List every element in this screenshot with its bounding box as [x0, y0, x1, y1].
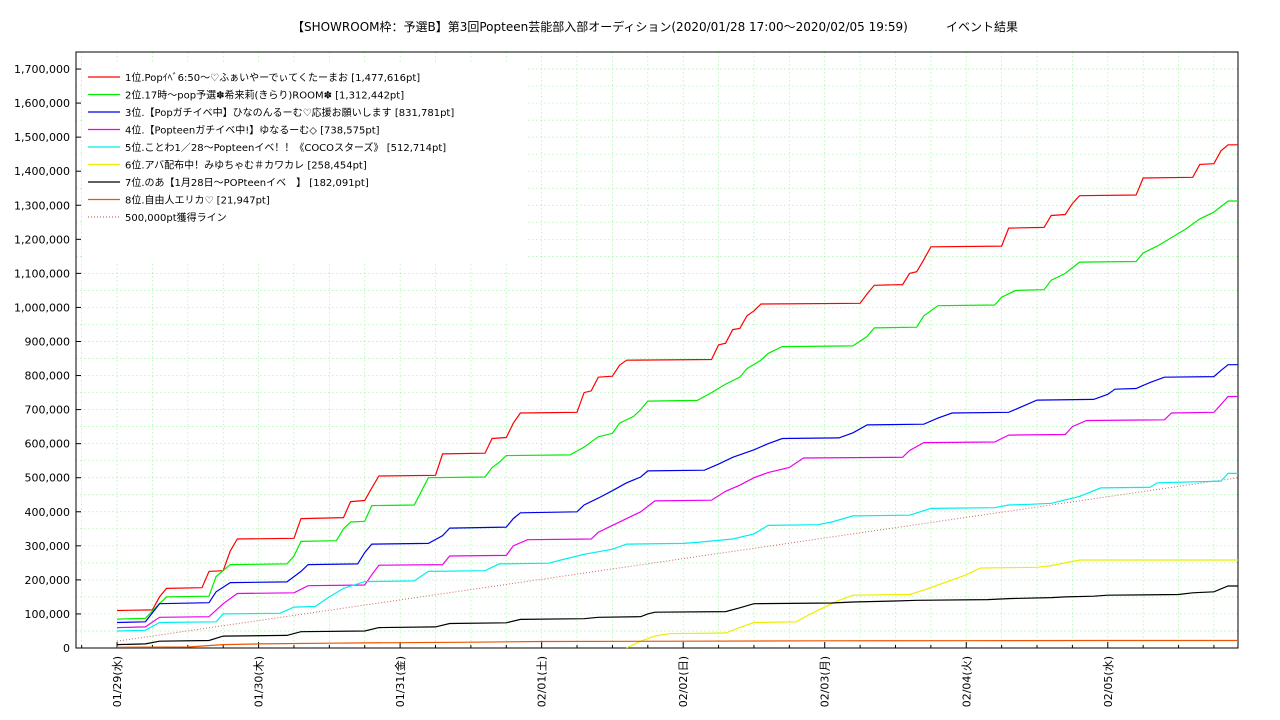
legend-label: 500,000pt獲得ライン	[125, 211, 227, 224]
y-tick-label: 600,000	[25, 438, 71, 451]
y-tick-label: 1,100,000	[14, 267, 70, 280]
y-tick-label: 1,600,000	[14, 97, 70, 110]
legend-label: 6位.アバ配布中！みゆちゃむ＃カワカレ [258,454pt]	[125, 159, 367, 172]
y-tick-label: 500,000	[25, 472, 71, 485]
x-tick-label: 02/05(水)	[1102, 656, 1115, 707]
y-tick-label: 0	[63, 642, 70, 655]
x-tick-label: 02/01(土)	[536, 656, 549, 707]
legend-label: 3位.【Popガチイベ中】ひなのんるーむ♡応援お願いします [831,781pt…	[125, 106, 454, 119]
series-line-8	[116, 639, 1238, 648]
x-tick-label: 02/04(火)	[960, 656, 973, 707]
series-line-5	[116, 472, 1238, 632]
series-line-2	[116, 200, 1238, 620]
y-tick-label: 900,000	[25, 335, 71, 348]
series-lines	[116, 144, 1239, 649]
series-line-4	[116, 395, 1238, 629]
legend-label: 7位.のあ【1月28日〜POPteenイベ 】 [182,091pt]	[125, 176, 369, 189]
series-line-6	[626, 559, 1238, 649]
x-tick-label: 01/30(木)	[253, 656, 266, 707]
legend-label: 5位.ことわ1／28〜Popteenイベ！！《COCOスターズ》 [512,71…	[125, 141, 446, 154]
y-tick-label: 1,000,000	[14, 301, 70, 314]
legend-label: 8位.自由人エリカ♡ [21,947pt]	[125, 194, 270, 207]
plot-frame	[75, 51, 1239, 649]
series-line-3	[116, 364, 1238, 624]
y-tick-label: 1,500,000	[14, 131, 70, 144]
legend: 1位.Popｲﾍﾞ6:50〜♡ふぁいやーでぃてくたーまお [1,477,616p…	[82, 62, 527, 262]
series-line-1	[116, 144, 1238, 612]
y-tick-label: 1,400,000	[14, 165, 70, 178]
chart-title: 【SHOWROOM枠：予選B】第3回Popteen芸能部入部オーディション(20…	[291, 20, 1019, 34]
y-tick-label: 400,000	[25, 506, 71, 519]
y-tick-label: 100,000	[25, 608, 71, 621]
legend-label: 2位.17時〜pop予選✽希来莉(きらり)ROOM✽ [1,312,442pt]	[125, 89, 404, 102]
series-line-7	[116, 585, 1238, 646]
legend-box	[82, 62, 527, 262]
y-tick-label: 800,000	[25, 370, 71, 383]
axes: 0 100,000 200,000 300,000 400,000 500,000 600,…	[14, 51, 1239, 707]
legend-label: 4位.【Popteenガチイベ中!】ゆなるーむ◇ [738,575pt]	[125, 124, 380, 137]
y-tick-label: 1,300,000	[14, 199, 70, 212]
legend-label: 1位.Popｲﾍﾞ6:50〜♡ふぁいやーでぃてくたーまお [1,477,616p…	[125, 71, 420, 84]
y-tick-label: 1,700,000	[14, 63, 70, 76]
x-tick-label: 02/02(日)	[677, 656, 690, 707]
y-tick-label: 300,000	[25, 540, 71, 553]
x-tick-label: 01/29(水)	[111, 656, 124, 707]
y-tick-label: 1,200,000	[14, 233, 70, 246]
x-tick-label: 02/03(月)	[819, 656, 832, 707]
y-tick-label: 700,000	[25, 404, 71, 417]
y-tick-label: 200,000	[25, 574, 71, 587]
x-tick-label: 01/31(金)	[393, 656, 407, 707]
